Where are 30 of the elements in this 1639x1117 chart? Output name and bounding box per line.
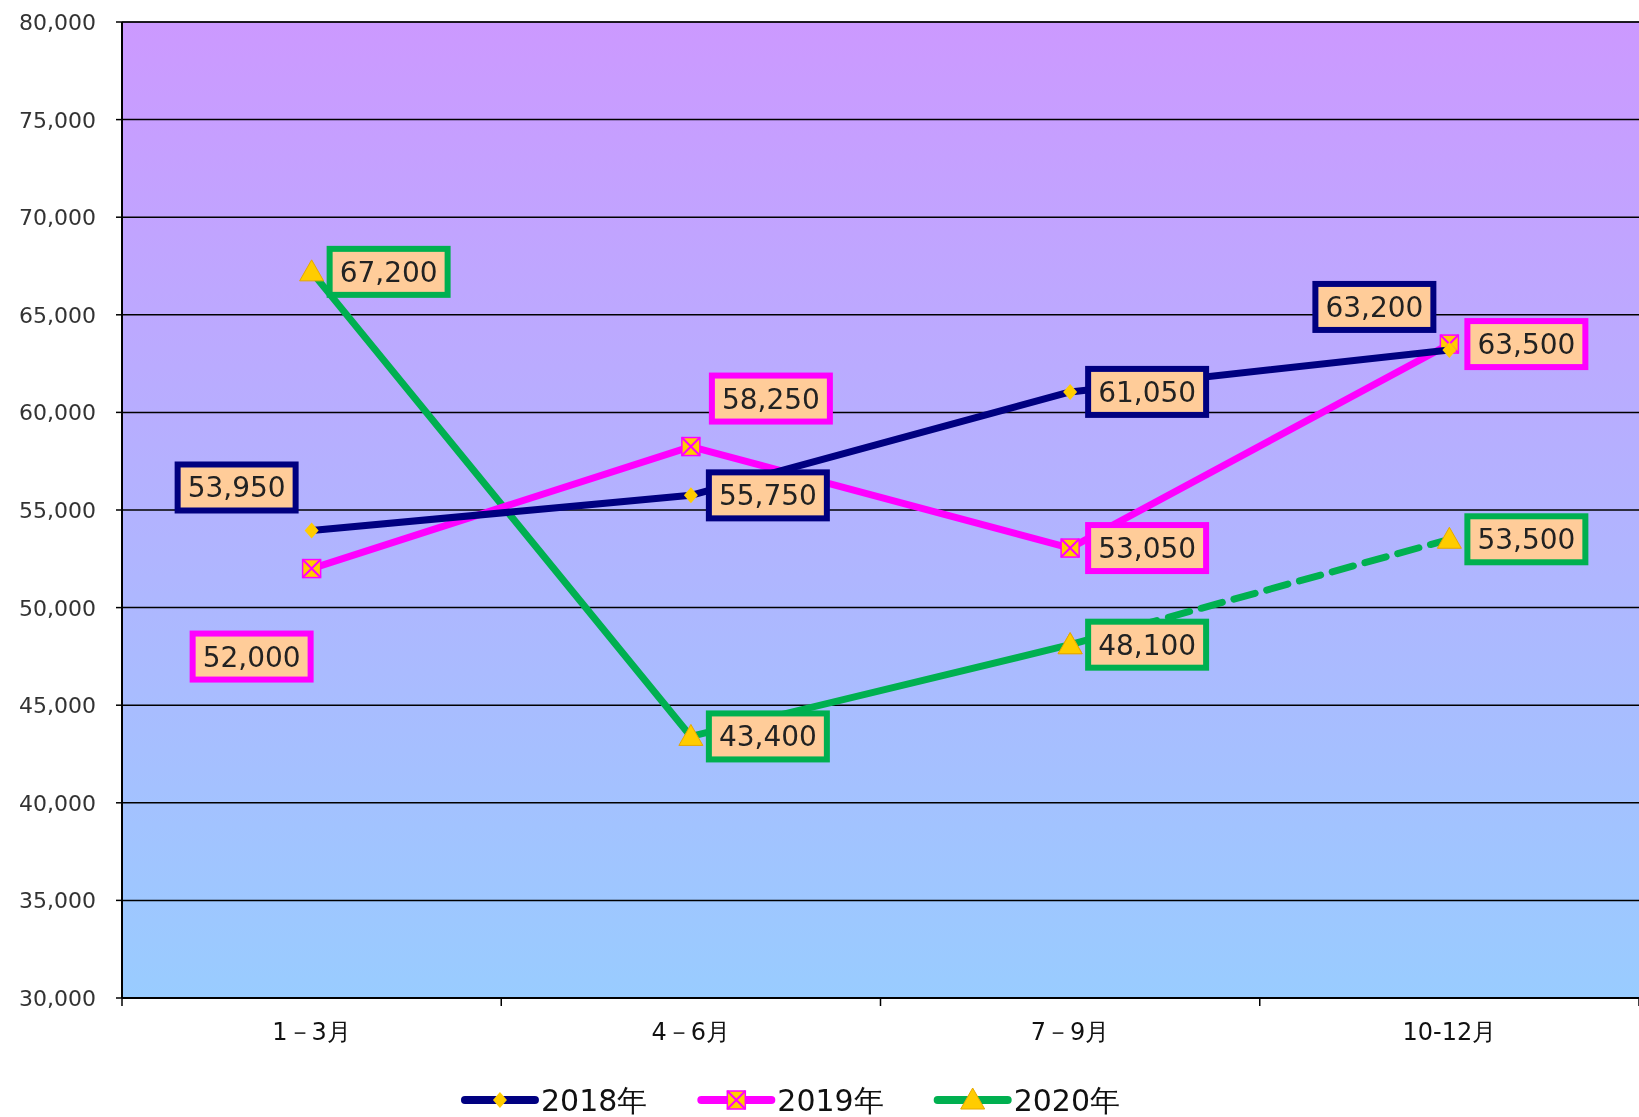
data-label: 58,250 — [721, 382, 820, 416]
x-tick-label: 4－6月 — [651, 1018, 731, 1046]
y-tick-label: 30,000 — [19, 986, 96, 1011]
y-tick-label: 45,000 — [19, 693, 96, 719]
data-label: 53,500 — [1477, 523, 1576, 557]
data-label: 43,400 — [718, 720, 817, 754]
y-tick-label: 60,000 — [19, 400, 96, 426]
data-label: 67,200 — [339, 255, 438, 289]
data-label: 53,950 — [187, 471, 286, 505]
y-tick-label: 75,000 — [19, 107, 96, 133]
data-label: 63,500 — [1477, 328, 1576, 362]
y-tick-label: 70,000 — [19, 205, 96, 231]
data-label: 63,200 — [1325, 290, 1424, 324]
y-tick-label: 65,000 — [19, 302, 96, 328]
data-label: 48,100 — [1098, 628, 1197, 662]
legend-label: 2019年 — [777, 1083, 884, 1117]
data-label: 61,050 — [1098, 375, 1197, 409]
y-tick-label: 50,000 — [19, 595, 96, 621]
data-label: 53,050 — [1098, 532, 1197, 566]
x-tick-label: 1－3月 — [272, 1018, 351, 1046]
legend-label: 2018年 — [540, 1083, 648, 1117]
data-label: 55,750 — [718, 479, 817, 513]
x-tick-label: 10-12月 — [1402, 1018, 1497, 1046]
x-tick-label: 7－9月 — [1030, 1018, 1110, 1046]
y-tick-label: 40,000 — [19, 790, 96, 816]
y-tick-label: 55,000 — [19, 498, 96, 523]
y-tick-label: 35,000 — [19, 888, 96, 914]
data-label: 52,000 — [202, 640, 301, 674]
y-tick-label: 80,000 — [19, 10, 96, 35]
legend-label: 2020年 — [1013, 1083, 1121, 1117]
